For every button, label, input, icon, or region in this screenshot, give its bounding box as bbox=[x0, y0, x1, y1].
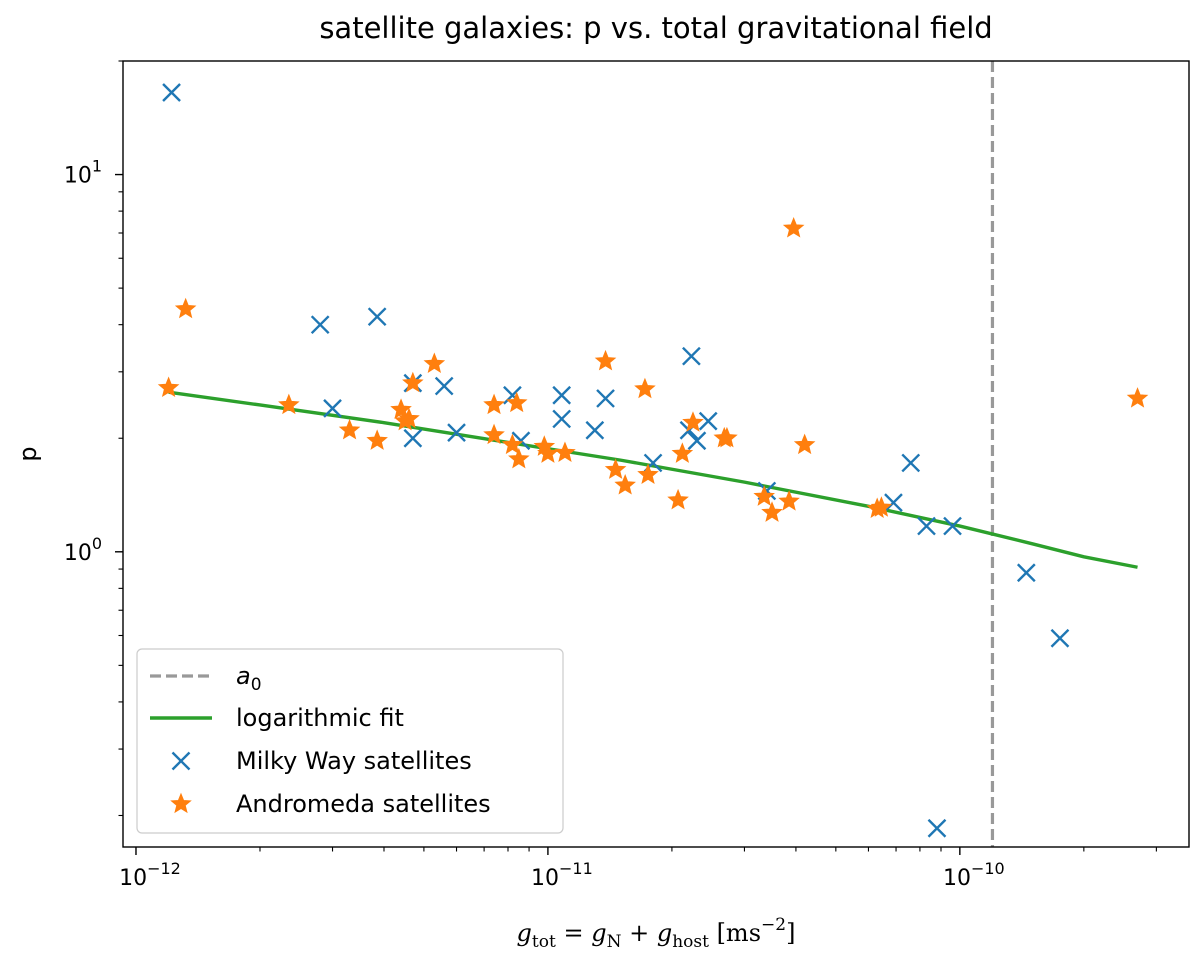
legend-star-icon bbox=[170, 792, 192, 814]
milky-way-point bbox=[552, 385, 572, 405]
milky-way-point bbox=[1050, 628, 1070, 648]
x-tick-label: 10−12 bbox=[119, 859, 181, 891]
milky-way-point bbox=[687, 431, 707, 451]
andromeda-series bbox=[157, 217, 1149, 522]
legend-entry-fit: logarithmic fit bbox=[150, 704, 404, 732]
milky-way-point bbox=[552, 409, 572, 429]
milky-way-point bbox=[927, 818, 947, 838]
andromeda-point bbox=[508, 447, 530, 469]
plot-area bbox=[157, 61, 1149, 847]
andromeda-point bbox=[778, 490, 800, 511]
chart-title: satellite galaxies: p vs. total gravitat… bbox=[319, 11, 992, 45]
y-tick-label: 101 bbox=[64, 157, 102, 189]
milky-way-point bbox=[403, 428, 423, 448]
andromeda-point bbox=[501, 433, 524, 455]
andromeda-point bbox=[761, 501, 783, 522]
x-axis: 10−12 10−11 10−10 bbox=[119, 847, 1157, 891]
milky-way-point bbox=[434, 376, 454, 396]
milky-way-point bbox=[585, 420, 605, 440]
andromeda-point bbox=[682, 411, 704, 432]
andromeda-point bbox=[537, 442, 559, 463]
andromeda-point bbox=[157, 376, 180, 398]
x-tick-label: 10−10 bbox=[943, 859, 1005, 891]
andromeda-point bbox=[637, 463, 659, 484]
andromeda-point bbox=[604, 458, 627, 479]
y-axis: 100 101 bbox=[64, 60, 123, 817]
legend-entry-milky-way: Milky Way satellites bbox=[171, 747, 472, 775]
andromeda-point bbox=[667, 488, 689, 510]
svg-text:Andromeda satellites: Andromeda satellites bbox=[236, 790, 491, 818]
svg-text:a0: a0 bbox=[236, 662, 262, 695]
andromeda-point bbox=[594, 349, 617, 371]
andromeda-point bbox=[398, 407, 420, 429]
milky-way-point bbox=[596, 389, 615, 408]
andromeda-point bbox=[793, 433, 816, 455]
y-axis-label: p bbox=[14, 446, 42, 461]
milky-way-point bbox=[367, 307, 387, 327]
milky-way-point bbox=[698, 411, 718, 431]
andromeda-point bbox=[366, 429, 388, 450]
andromeda-point bbox=[505, 391, 528, 413]
andromeda-point bbox=[614, 474, 636, 495]
andromeda-point bbox=[174, 297, 197, 319]
milky-way-point bbox=[884, 493, 903, 512]
andromeda-point bbox=[390, 398, 412, 419]
y-tick-label: 100 bbox=[64, 534, 102, 566]
milky-way-point bbox=[901, 453, 921, 473]
legend-entry-a0: a0 bbox=[150, 662, 262, 695]
milky-way-point bbox=[682, 346, 701, 366]
andromeda-point bbox=[483, 423, 505, 445]
svg-text:Milky Way satellites: Milky Way satellites bbox=[236, 747, 472, 775]
andromeda-point bbox=[753, 485, 775, 506]
andromeda-point bbox=[870, 496, 893, 517]
milky-way-point bbox=[1016, 563, 1036, 583]
x-axis-label: gtot = gN + ghost [ms−2] bbox=[517, 915, 796, 952]
andromeda-point bbox=[554, 441, 576, 462]
svg-text:logarithmic fit: logarithmic fit bbox=[236, 704, 404, 732]
milky-way-point bbox=[310, 315, 330, 335]
andromeda-point bbox=[634, 377, 656, 399]
legend-entry-andromeda: Andromeda satellites bbox=[170, 790, 491, 818]
andromeda-point bbox=[338, 418, 361, 440]
fit-line bbox=[168, 390, 1138, 569]
legend-box bbox=[136, 648, 564, 834]
milky-way-point bbox=[943, 516, 962, 536]
andromeda-point bbox=[423, 352, 446, 373]
legend-x-icon bbox=[171, 751, 191, 771]
andromeda-point bbox=[782, 217, 805, 238]
milky-way-point bbox=[447, 423, 466, 442]
legend: a0 logarithmic fit Milky Way satellites … bbox=[136, 648, 564, 834]
andromeda-point bbox=[402, 371, 424, 393]
x-tick-label: 10−11 bbox=[531, 859, 593, 891]
andromeda-point bbox=[716, 426, 738, 448]
andromeda-point bbox=[1126, 387, 1149, 408]
andromeda-point bbox=[483, 393, 505, 415]
milky-way-point bbox=[323, 399, 342, 418]
andromeda-point bbox=[671, 442, 694, 463]
plot-frame bbox=[122, 60, 1190, 848]
andromeda-point bbox=[278, 393, 300, 415]
fit-curve bbox=[168, 390, 1138, 569]
milky-way-point bbox=[917, 516, 936, 536]
milky-way-point bbox=[162, 83, 181, 102]
